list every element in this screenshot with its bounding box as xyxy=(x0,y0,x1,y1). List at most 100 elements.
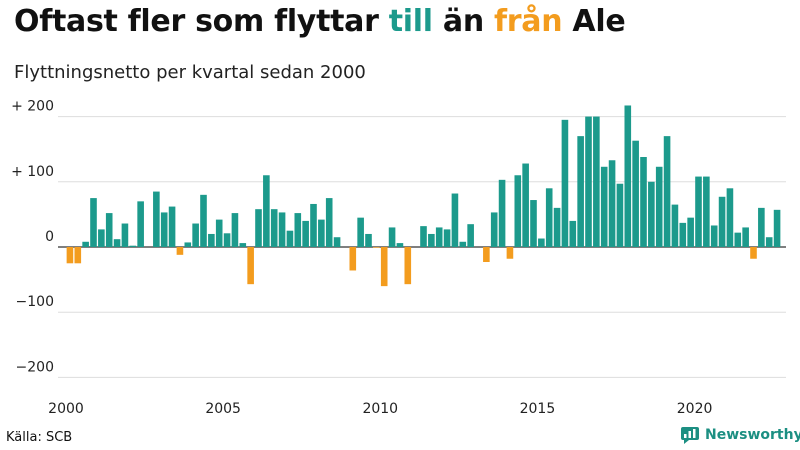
bar xyxy=(671,204,679,247)
y-tick-label: + 100 xyxy=(11,164,54,180)
bar xyxy=(734,232,742,247)
bar xyxy=(506,247,514,259)
bar xyxy=(538,238,545,247)
bar xyxy=(695,176,702,247)
bar xyxy=(310,203,317,247)
bar xyxy=(286,230,294,247)
bar xyxy=(380,247,388,287)
bar xyxy=(66,247,74,264)
bar xyxy=(223,233,231,247)
title-part1: Oftast fler som flyttar xyxy=(14,4,389,39)
bar xyxy=(530,200,537,247)
bar xyxy=(168,206,176,247)
bar xyxy=(600,166,608,247)
bar xyxy=(428,233,435,247)
bar xyxy=(349,247,357,271)
bar xyxy=(443,229,451,247)
y-tick-label: −100 xyxy=(16,294,54,310)
bar xyxy=(490,212,498,247)
y-tick-label: 0 xyxy=(45,229,54,245)
chart-subtitle: Flyttningsnetto per kvartal sedan 2000 xyxy=(14,62,366,83)
bar xyxy=(302,220,309,247)
source-note: Källa: SCB xyxy=(6,430,73,445)
bar xyxy=(325,198,333,247)
bar xyxy=(758,207,765,247)
x-tick-label: 2005 xyxy=(205,401,241,417)
bar xyxy=(373,247,380,248)
bar xyxy=(404,247,412,285)
bar xyxy=(160,212,168,247)
bar xyxy=(608,160,616,247)
bar xyxy=(137,201,144,247)
title-part2: än xyxy=(432,4,495,39)
bar xyxy=(388,227,396,247)
bar xyxy=(192,223,199,247)
chart-title: Oftast fler som flyttar till än från Ale xyxy=(14,4,626,39)
bar xyxy=(616,183,624,247)
bar xyxy=(239,243,247,247)
bar xyxy=(765,237,773,247)
bar xyxy=(648,181,655,247)
bar xyxy=(679,222,687,247)
bar xyxy=(483,247,490,262)
bar xyxy=(632,140,639,247)
bar xyxy=(435,227,443,247)
bar xyxy=(255,209,262,247)
bar xyxy=(105,213,113,247)
newsworthy-logo-icon xyxy=(681,427,699,444)
bar xyxy=(561,119,569,247)
bar xyxy=(624,105,632,247)
bar xyxy=(773,209,781,247)
bar xyxy=(420,226,427,247)
bar xyxy=(545,188,553,247)
title-negative-word: från xyxy=(494,4,563,39)
x-tick-label: 2000 xyxy=(48,401,84,417)
y-tick-label: −200 xyxy=(16,359,54,375)
bar xyxy=(200,194,207,247)
bar xyxy=(585,116,592,247)
x-tick-label: 2020 xyxy=(677,401,713,417)
bar xyxy=(90,198,97,247)
bar xyxy=(247,247,254,285)
bar xyxy=(357,217,364,247)
bar xyxy=(318,219,325,247)
bar xyxy=(278,212,286,247)
title-positive-word: till xyxy=(388,4,433,39)
bar xyxy=(98,229,105,247)
bar xyxy=(121,223,129,247)
bar xyxy=(569,220,577,247)
bar xyxy=(270,209,278,247)
bar xyxy=(687,217,694,247)
bar xyxy=(231,213,239,247)
bar xyxy=(553,207,561,247)
bar xyxy=(467,224,474,247)
bar xyxy=(593,116,600,247)
bar xyxy=(184,242,192,247)
bar xyxy=(498,179,506,247)
bar xyxy=(208,233,215,247)
bar xyxy=(263,175,270,247)
bar xyxy=(82,241,89,247)
brand-logo: Newsworthy xyxy=(680,426,800,444)
bar xyxy=(113,239,121,247)
bar xyxy=(451,193,459,247)
bar xyxy=(710,225,718,247)
bar xyxy=(74,247,82,264)
bar xyxy=(396,243,404,247)
bar xyxy=(514,175,522,247)
bar xyxy=(459,241,467,247)
bar xyxy=(129,245,137,247)
bar xyxy=(153,191,160,247)
bar xyxy=(176,247,184,255)
bar xyxy=(703,176,710,247)
bar xyxy=(718,196,726,247)
bar xyxy=(294,213,302,247)
bar xyxy=(577,136,584,247)
bar xyxy=(742,227,749,247)
bar xyxy=(663,136,671,247)
bar xyxy=(522,163,529,247)
bar xyxy=(333,237,341,247)
bar xyxy=(655,166,663,247)
bar xyxy=(215,219,223,247)
